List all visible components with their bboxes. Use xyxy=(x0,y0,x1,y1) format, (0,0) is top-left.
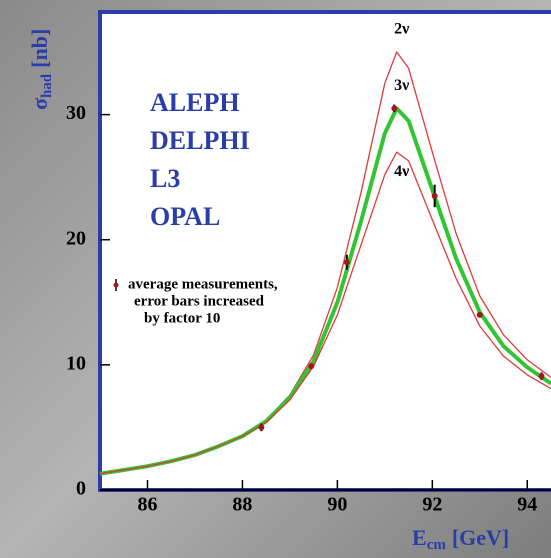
y-label-symbol: σ xyxy=(27,98,52,110)
y-tick-label: 30 xyxy=(66,102,86,124)
y-label-sub: had xyxy=(39,73,55,98)
curve xyxy=(99,151,551,475)
measurement-point xyxy=(308,363,315,370)
curve-label: 4ν xyxy=(394,163,409,180)
measurement-point xyxy=(258,424,265,431)
experiment-label: OPAL xyxy=(150,202,220,231)
x-label-symbol: E xyxy=(412,525,427,550)
x-label-sub: cm xyxy=(427,537,447,553)
note-line: by factor 10 xyxy=(144,310,220,326)
x-tick-label: 88 xyxy=(232,494,252,516)
measurement-point xyxy=(391,105,398,112)
experiment-label: ALEPH xyxy=(150,88,240,117)
measurement-point xyxy=(476,311,483,318)
y-tick-label: 0 xyxy=(76,478,86,500)
y-tick-label: 20 xyxy=(66,227,86,249)
measurement-point xyxy=(538,373,545,380)
note-marker-dot xyxy=(113,282,119,288)
x-tick-label: 92 xyxy=(422,494,442,516)
x-axis-label: Ecm [GeV] xyxy=(412,525,509,553)
y-axis-label: σhad [nb] xyxy=(27,29,55,110)
measurement-point xyxy=(343,259,350,266)
curve-label: 3ν xyxy=(394,77,409,94)
x-tick-label: 86 xyxy=(137,494,157,516)
note-line: error bars increased xyxy=(134,293,265,309)
x-tick-label: 94 xyxy=(517,494,537,516)
y-label-unit: [nb] xyxy=(27,29,52,68)
y-tick-label: 10 xyxy=(66,352,86,374)
plot-frame xyxy=(98,10,551,492)
experiment-label: L3 xyxy=(150,164,180,193)
measurement-point xyxy=(431,192,438,199)
experiment-label: DELPHI xyxy=(150,126,250,155)
x-label-unit: [GeV] xyxy=(452,525,509,550)
note-line: average measurements, xyxy=(128,276,278,292)
x-tick-label: 90 xyxy=(327,494,347,516)
curve-label: 2ν xyxy=(394,21,409,38)
